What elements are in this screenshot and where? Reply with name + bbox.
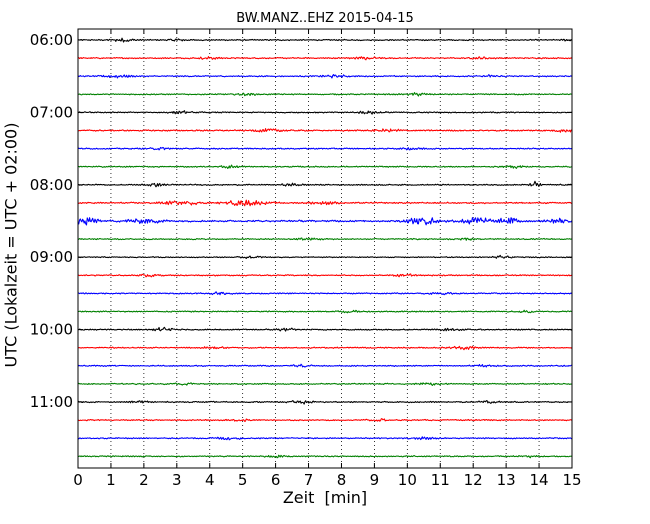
x-tick-label: 7 <box>304 471 314 489</box>
trace-06:15 <box>77 56 573 61</box>
x-tick-label: 2 <box>139 471 149 489</box>
y-tick-label: 06:00 <box>30 31 73 49</box>
x-axis-label: Zeit [min] <box>282 488 368 507</box>
x-tick-label: 11 <box>431 471 450 489</box>
trace-07:30 <box>77 146 573 151</box>
trace-08:00 <box>77 180 573 188</box>
trace-10:30 <box>77 363 573 368</box>
plot-frame <box>77 28 573 469</box>
x-tick-label: 0 <box>73 471 83 489</box>
trace-08:45 <box>77 237 573 241</box>
trace-10:45 <box>77 382 573 387</box>
y-axis-label: UTC (Lokalzeit = UTC + 02:00) <box>1 122 21 368</box>
trace-06:30 <box>77 73 573 79</box>
chart-title: BW.MANZ..EHZ 2015-04-15 <box>236 11 414 26</box>
trace-09:30 <box>77 291 573 296</box>
x-tick-label: 13 <box>497 471 516 489</box>
x-tick-label: 8 <box>337 471 347 489</box>
trace-08:15 <box>77 199 573 207</box>
y-tick-label: 11:00 <box>30 393 73 411</box>
trace-09:00 <box>77 254 573 260</box>
trace-11:15 <box>77 418 573 422</box>
trace-07:15 <box>77 128 573 133</box>
trace-11:30 <box>77 436 573 441</box>
x-tick-label: 3 <box>172 471 182 489</box>
y-tick-label: 07:00 <box>30 103 73 121</box>
trace-07:00 <box>77 110 573 115</box>
trace-09:15 <box>77 273 573 278</box>
trace-08:30 <box>77 217 573 226</box>
y-tick-label: 10:00 <box>30 321 73 339</box>
x-tick-label: 1 <box>106 471 116 489</box>
trace-06:00 <box>77 37 573 43</box>
trace-09:45 <box>77 309 573 314</box>
trace-11:00 <box>77 400 573 405</box>
x-tick-label: 4 <box>205 471 215 489</box>
trace-06:45 <box>77 92 573 97</box>
x-tick-label: 15 <box>562 471 581 489</box>
x-tick-label: 5 <box>238 471 248 489</box>
x-tick-label: 10 <box>398 471 417 489</box>
x-tick-label: 12 <box>464 471 483 489</box>
trace-07:45 <box>77 164 573 169</box>
x-tick-label: 6 <box>271 471 281 489</box>
trace-10:15 <box>77 345 573 351</box>
y-tick-label: 09:00 <box>30 248 73 266</box>
trace-11:45 <box>77 454 573 459</box>
x-tick-label: 9 <box>370 471 380 489</box>
trace-10:00 <box>77 326 573 332</box>
y-tick-label: 08:00 <box>30 176 73 194</box>
x-tick-label: 14 <box>530 471 549 489</box>
